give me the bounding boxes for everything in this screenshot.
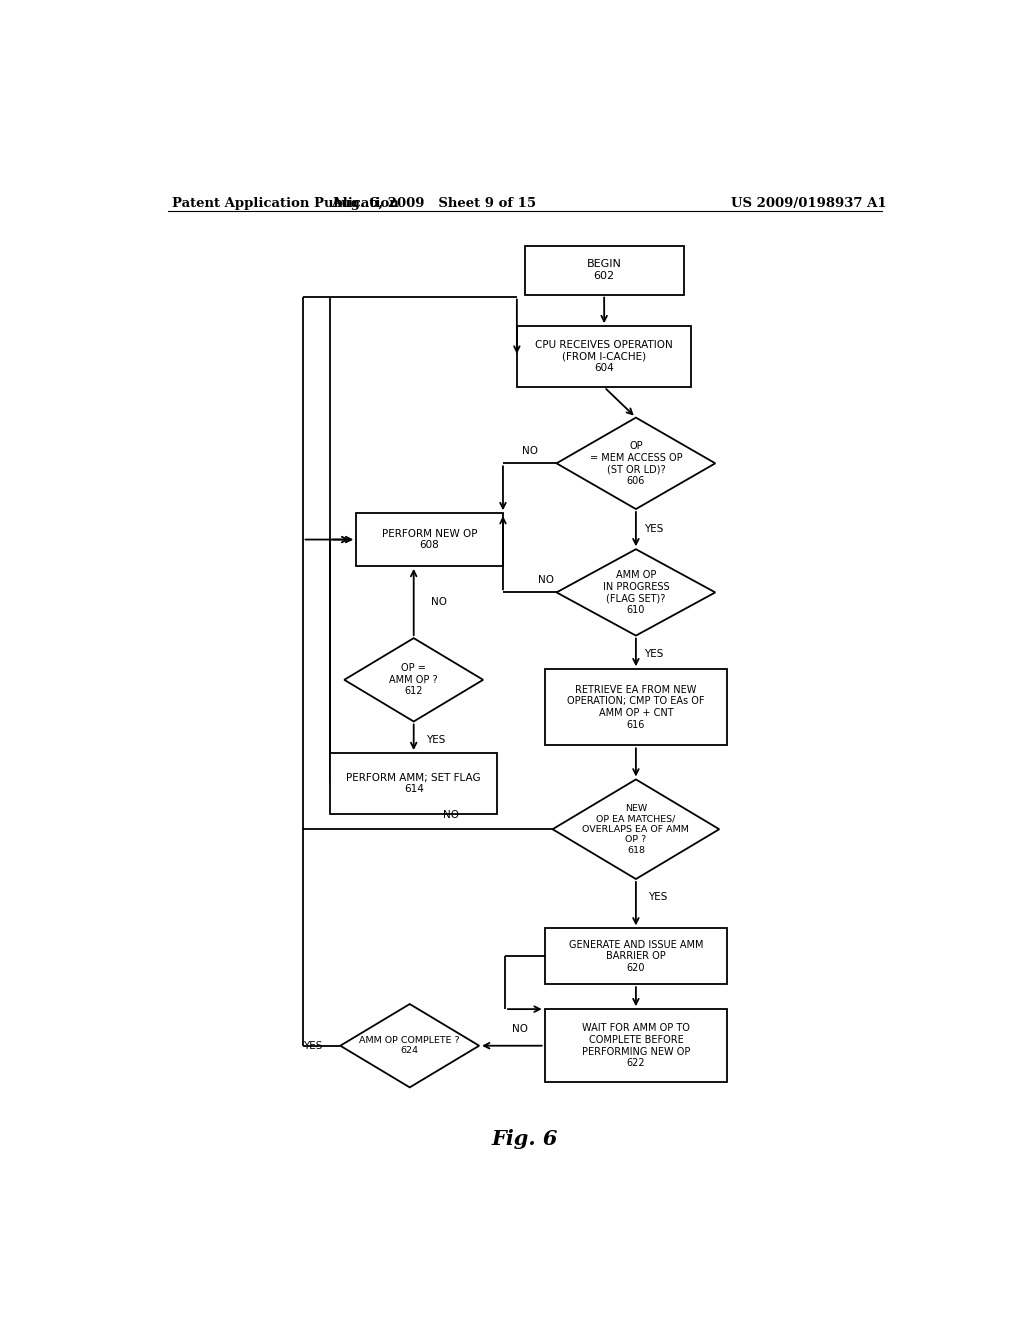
FancyBboxPatch shape <box>545 1008 727 1082</box>
Text: NO: NO <box>431 597 447 607</box>
Polygon shape <box>557 417 715 510</box>
Polygon shape <box>344 638 483 722</box>
FancyBboxPatch shape <box>545 669 727 746</box>
Text: AMM OP
IN PROGRESS
(FLAG SET)?
610: AMM OP IN PROGRESS (FLAG SET)? 610 <box>602 570 670 615</box>
Text: CPU RECEIVES OPERATION
(FROM I-CACHE)
604: CPU RECEIVES OPERATION (FROM I-CACHE) 60… <box>536 341 673 374</box>
Text: YES: YES <box>426 735 445 744</box>
Text: Aug. 6, 2009   Sheet 9 of 15: Aug. 6, 2009 Sheet 9 of 15 <box>331 197 537 210</box>
Polygon shape <box>557 549 715 636</box>
FancyBboxPatch shape <box>356 513 503 566</box>
Text: NO: NO <box>538 576 554 585</box>
Text: YES: YES <box>648 892 668 903</box>
Text: OP =
AMM OP ?
612: OP = AMM OP ? 612 <box>389 663 438 697</box>
Text: US 2009/0198937 A1: US 2009/0198937 A1 <box>731 197 887 210</box>
Text: Patent Application Publication: Patent Application Publication <box>172 197 398 210</box>
Text: PERFORM NEW OP
608: PERFORM NEW OP 608 <box>382 529 477 550</box>
Polygon shape <box>553 779 719 879</box>
Text: GENERATE AND ISSUE AMM
BARRIER OP
620: GENERATE AND ISSUE AMM BARRIER OP 620 <box>568 940 703 973</box>
Text: OP
= MEM ACCESS OP
(ST OR LD)?
606: OP = MEM ACCESS OP (ST OR LD)? 606 <box>590 441 682 486</box>
Text: PERFORM AMM; SET FLAG
614: PERFORM AMM; SET FLAG 614 <box>346 772 481 795</box>
Text: YES: YES <box>644 649 664 659</box>
Text: NO: NO <box>443 810 460 820</box>
Text: RETRIEVE EA FROM NEW
OPERATION; CMP TO EAs OF
AMM OP + CNT
616: RETRIEVE EA FROM NEW OPERATION; CMP TO E… <box>567 685 705 730</box>
FancyBboxPatch shape <box>331 752 497 814</box>
Text: AMM OP COMPLETE ?
624: AMM OP COMPLETE ? 624 <box>359 1036 460 1056</box>
FancyBboxPatch shape <box>524 246 684 294</box>
Text: NO: NO <box>512 1024 527 1035</box>
Text: NO: NO <box>522 446 538 457</box>
Text: YES: YES <box>303 1040 323 1051</box>
Text: WAIT FOR AMM OP TO
COMPLETE BEFORE
PERFORMING NEW OP
622: WAIT FOR AMM OP TO COMPLETE BEFORE PERFO… <box>582 1023 690 1068</box>
Text: Fig. 6: Fig. 6 <box>492 1130 558 1150</box>
FancyBboxPatch shape <box>517 326 691 387</box>
Text: YES: YES <box>644 524 664 535</box>
FancyBboxPatch shape <box>545 928 727 985</box>
Polygon shape <box>340 1005 479 1088</box>
Text: NEW
OP EA MATCHES/
OVERLAPS EA OF AMM
OP ?
618: NEW OP EA MATCHES/ OVERLAPS EA OF AMM OP… <box>583 804 689 854</box>
Text: BEGIN
602: BEGIN 602 <box>587 260 622 281</box>
